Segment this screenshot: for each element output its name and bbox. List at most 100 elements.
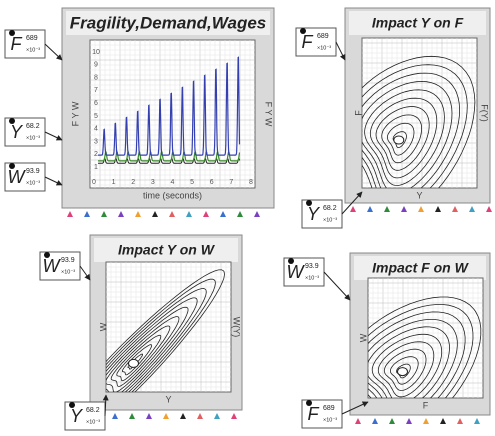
port-marker xyxy=(152,211,158,217)
gauge-value: 93.9 xyxy=(26,168,40,175)
y-tick-label: 5 xyxy=(94,113,98,120)
port-marker xyxy=(67,211,73,217)
gauge-symbol: Y xyxy=(10,122,24,142)
phase-loop xyxy=(371,333,443,398)
port-marker xyxy=(135,211,141,217)
phase-loop xyxy=(368,304,474,398)
x-axis-label: Y xyxy=(416,190,422,200)
y-axis-label: W xyxy=(358,333,368,342)
gauge-dot xyxy=(9,163,15,169)
phase-loop xyxy=(390,356,419,385)
phase-core xyxy=(397,367,408,377)
gauge-unit: ×10⁻³ xyxy=(26,47,40,53)
port-marker xyxy=(440,418,446,424)
gauge-value: 68.2 xyxy=(323,205,337,212)
connector xyxy=(102,394,109,417)
title-bar xyxy=(66,11,270,35)
gauge-symbol: W xyxy=(8,167,27,187)
y-tick-label: 2 xyxy=(94,151,98,158)
port-marker xyxy=(254,211,260,217)
connector xyxy=(79,265,91,281)
phase-loop xyxy=(387,122,415,156)
phase-loop xyxy=(368,319,458,398)
port-marker xyxy=(469,206,475,212)
connector xyxy=(44,176,63,186)
y-tick-label: 8 xyxy=(94,74,98,81)
port-marker xyxy=(197,413,203,419)
port-marker xyxy=(486,206,492,212)
phase-loop xyxy=(375,106,430,171)
phase-loop xyxy=(369,97,438,179)
gauge-value: 93.9 xyxy=(305,263,319,270)
x-tick-label: 7 xyxy=(229,179,233,186)
port-marker xyxy=(214,413,220,419)
gauge-unit: ×10⁻³ xyxy=(26,180,40,186)
title-bar xyxy=(349,11,486,35)
gauge-dot xyxy=(44,252,50,258)
gauge-box xyxy=(283,257,325,287)
y2-axis-label: W(Y) xyxy=(232,317,242,338)
gauge-dot xyxy=(288,258,294,264)
x-axis-label: F xyxy=(423,400,429,410)
gauge-value: 93.9 xyxy=(61,257,75,264)
y2-axis-label: F(Y) xyxy=(480,104,490,122)
gauge-unit: ×10⁻³ xyxy=(323,217,337,223)
port-marker xyxy=(372,418,378,424)
gauge-value: 689 xyxy=(26,35,38,42)
port-marker xyxy=(355,418,361,424)
title-bar xyxy=(94,238,238,262)
gauge-value: 689 xyxy=(323,405,335,412)
gauge-symbol: Y xyxy=(70,406,84,426)
title-bar xyxy=(354,256,486,280)
port-marker xyxy=(423,418,429,424)
port-marker xyxy=(169,211,175,217)
gauge-box xyxy=(301,399,343,429)
connector xyxy=(44,131,63,141)
panel-title: Impact F on W xyxy=(372,260,469,276)
gauge-unit: ×10⁻³ xyxy=(86,419,100,425)
x-tick-label: 1 xyxy=(112,179,116,186)
phase-loop xyxy=(106,306,189,392)
y-tick-label: 1 xyxy=(94,164,98,171)
panel-title: Impact Y on W xyxy=(118,242,216,258)
port-marker xyxy=(350,206,356,212)
y-tick-label: 9 xyxy=(94,62,98,69)
phase-loop xyxy=(368,311,466,398)
connector xyxy=(341,401,369,415)
port-marker xyxy=(457,418,463,424)
y2-axis-label: F Y W xyxy=(264,102,274,127)
port-marker xyxy=(418,206,424,212)
phase-core xyxy=(393,135,405,145)
phase-loop xyxy=(368,326,450,398)
port-marker xyxy=(163,413,169,419)
phase-loop xyxy=(368,296,482,398)
port-marker xyxy=(129,413,135,419)
port-marker xyxy=(231,413,237,419)
gauge-value: 68.2 xyxy=(26,123,40,130)
port-marker xyxy=(180,413,186,419)
port-marker xyxy=(435,206,441,212)
gauge-symbol: F xyxy=(302,32,314,52)
trajectory xyxy=(98,56,241,156)
phase-loop xyxy=(106,297,198,392)
gauge-unit: ×10⁻³ xyxy=(305,275,319,281)
y-tick-label: 4 xyxy=(94,126,98,133)
phase-core xyxy=(128,358,139,368)
gauge-value: 689 xyxy=(317,33,329,40)
gauge-dot xyxy=(9,118,15,124)
phase-loop xyxy=(116,334,162,382)
x-tick-label: 2 xyxy=(131,179,135,186)
phase-loop xyxy=(122,344,153,376)
phase-loop xyxy=(362,72,461,188)
panel-title: Fragility,Demand,Wages xyxy=(70,13,267,32)
x-tick-label: 8 xyxy=(249,179,253,186)
phase-loop xyxy=(106,278,216,392)
gauge-symbol: F xyxy=(308,404,320,424)
connector xyxy=(335,41,346,61)
gauge-value: 68.2 xyxy=(86,407,100,414)
x-tick-label: 5 xyxy=(190,179,194,186)
phase-loop xyxy=(381,114,423,164)
gauge-dot xyxy=(69,402,75,408)
phase-loop xyxy=(362,80,453,188)
